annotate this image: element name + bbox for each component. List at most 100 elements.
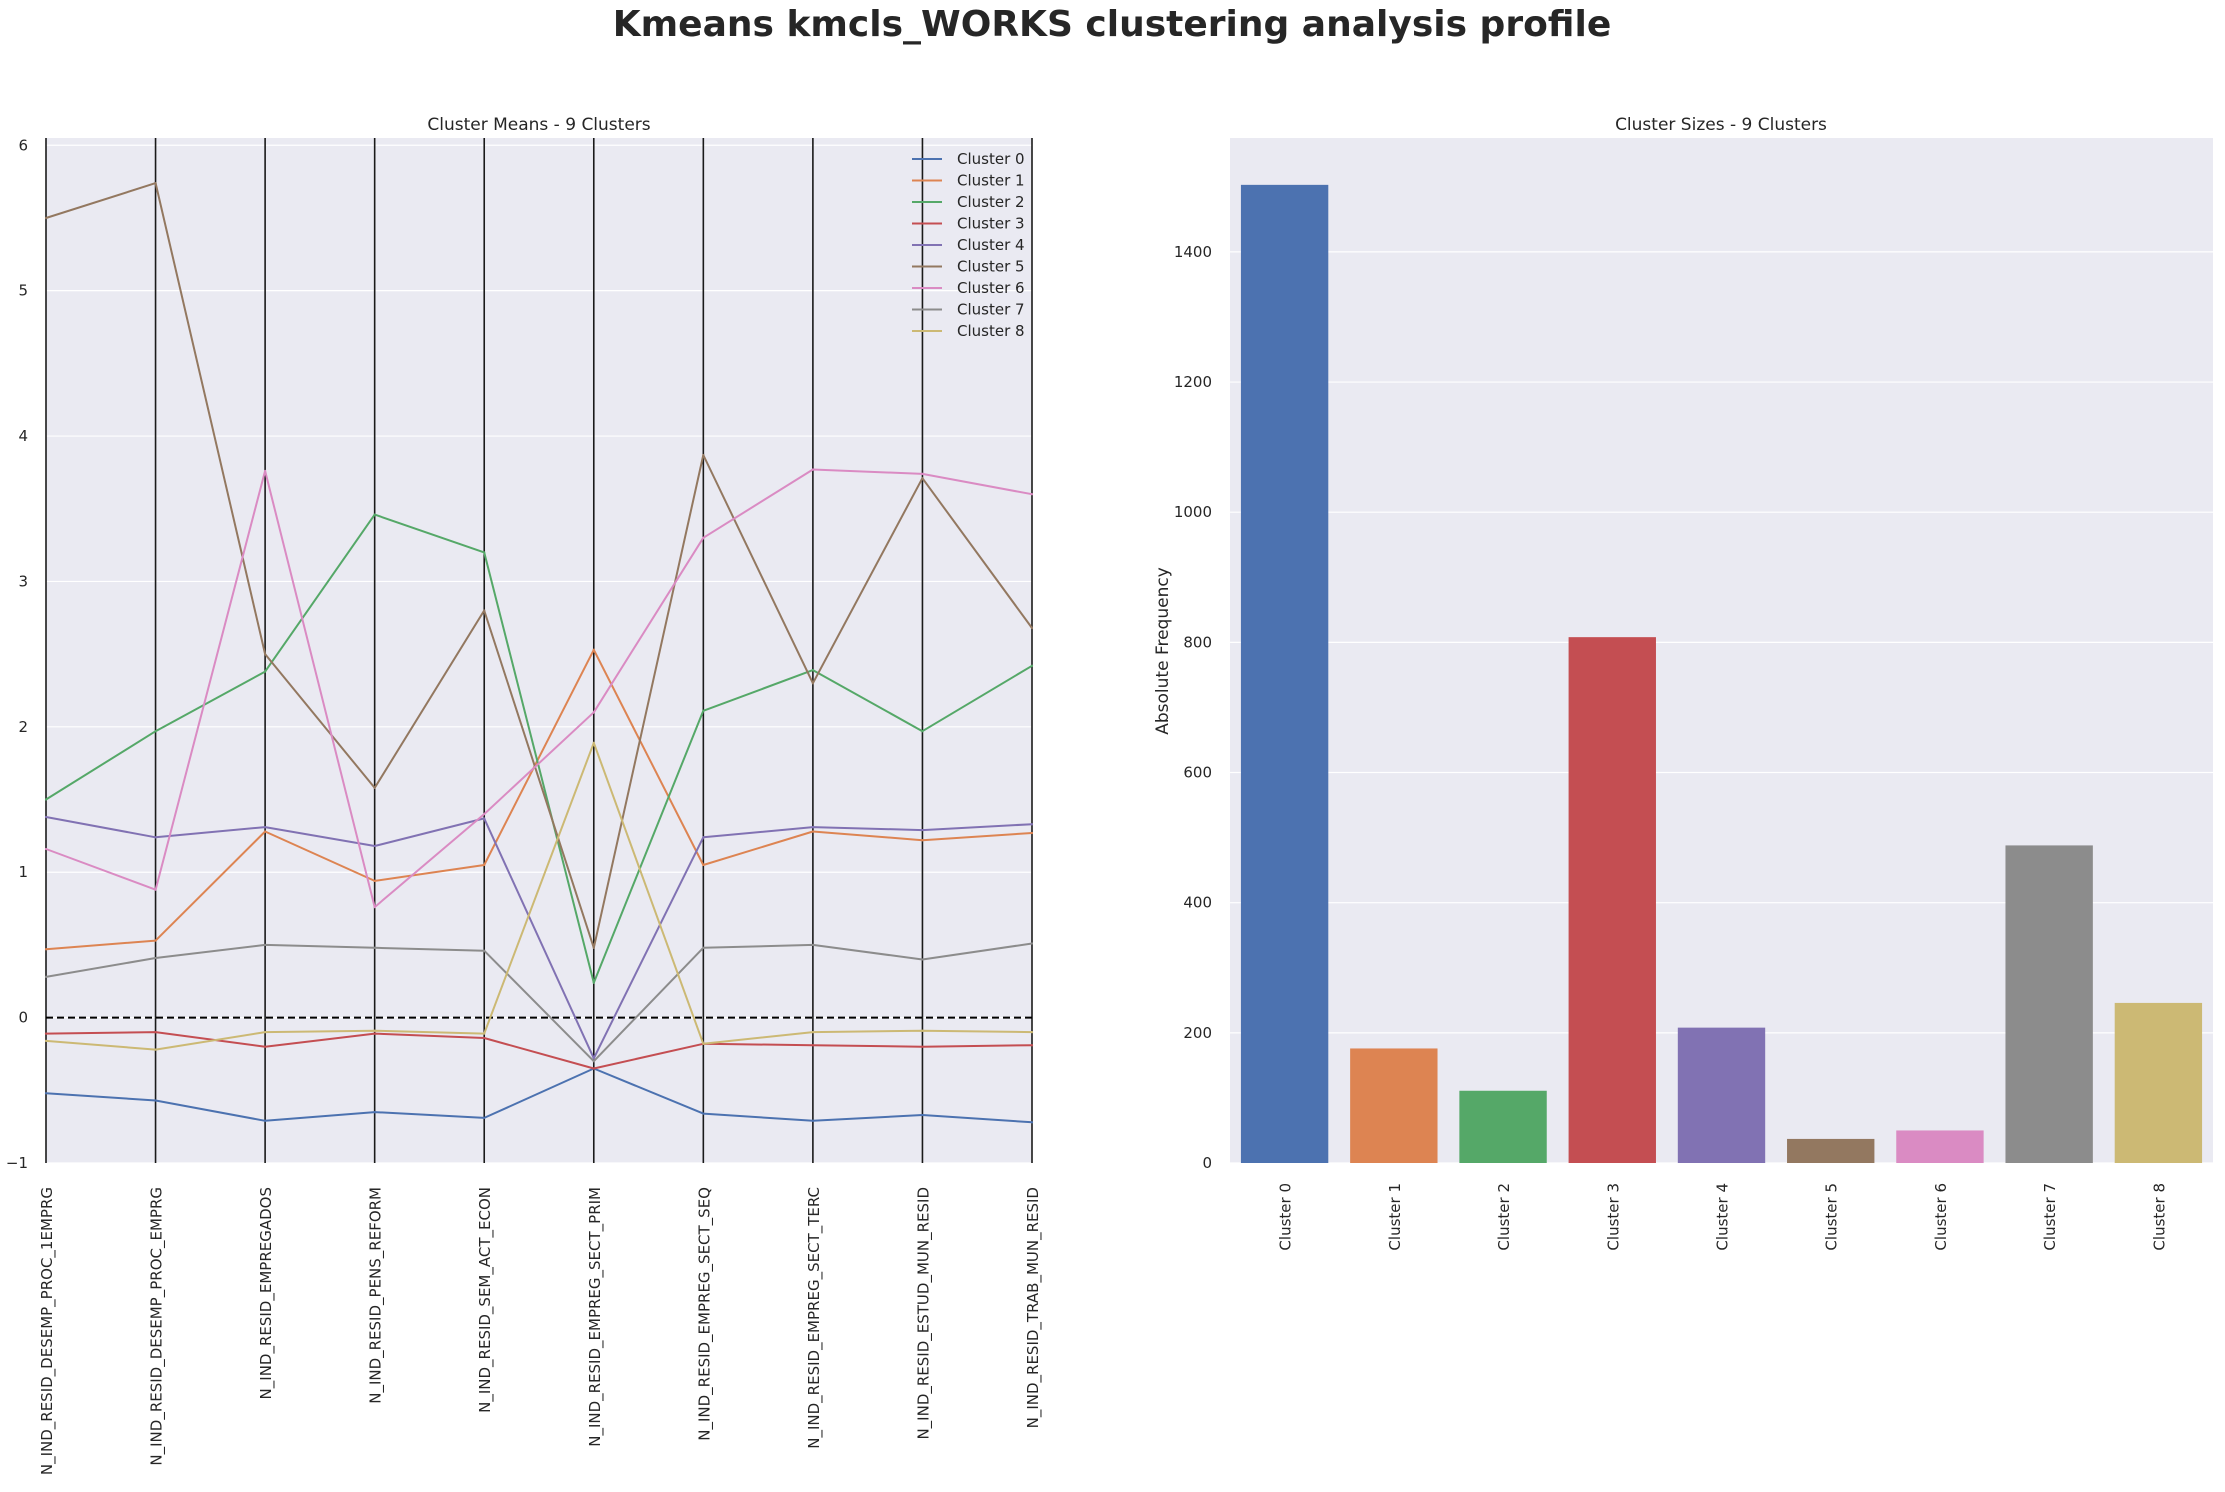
line-chart-series-1	[45, 648, 1033, 951]
line-chart-point	[373, 1032, 376, 1035]
line-chart-x-tick-label: N_IND_RESID_EMPREGADOS	[257, 1187, 276, 1399]
line-chart-point	[264, 469, 267, 473]
bar-cluster-5	[1787, 1138, 1875, 1163]
line-chart-point	[592, 946, 595, 949]
line-chart-point	[921, 1029, 924, 1032]
line-chart-point	[373, 906, 376, 909]
line-chart-point	[373, 1029, 376, 1032]
bar-chart-y-tick-label: 1400	[1174, 243, 1212, 261]
line-chart-point	[154, 939, 157, 942]
line-chart-x-tick-label: N_IND_RESID_DESEMP_PROC_1EMPRG	[38, 1187, 57, 1475]
line-chart-point	[44, 1032, 48, 1035]
line-chart-point	[1030, 493, 1034, 496]
line-chart-point	[702, 453, 705, 457]
line-chart-point	[483, 1032, 486, 1035]
line-chart-point	[264, 830, 267, 833]
bar-cluster-4	[1677, 1027, 1766, 1163]
bar-chart-x-tick-label: Cluster 4	[1714, 1183, 1732, 1251]
line-chart-point	[1030, 831, 1034, 835]
line-chart-point	[1030, 823, 1034, 826]
line-chart-point	[154, 1099, 157, 1102]
line-chart-point	[373, 844, 376, 848]
legend-label: Cluster 7	[957, 301, 1025, 319]
bar-chart-y-tick-label: 1200	[1174, 373, 1212, 391]
line-chart-point	[702, 1112, 705, 1115]
legend-label: Cluster 5	[957, 258, 1025, 276]
line-chart-point	[264, 670, 267, 673]
bar-chart-y-tick-label: 800	[1183, 633, 1212, 651]
bar-cluster-3	[1568, 637, 1656, 1163]
line-chart-point	[154, 888, 157, 891]
bar-cluster-0	[1240, 184, 1329, 1163]
line-chart-point	[1030, 942, 1034, 945]
bar-chart-x-tick-label: Cluster 7	[2041, 1183, 2059, 1251]
line-chart-point	[592, 741, 595, 744]
line-chart-plot-area	[46, 138, 1032, 1163]
bar-chart-y-tick-label: 600	[1183, 764, 1212, 782]
line-chart-y-tick-label: 4	[18, 427, 28, 445]
line-chart-y-tick-label: 2	[18, 718, 28, 736]
line-chart-x-tick-label: N_IND_RESID_ESTUD_MUN_RESID	[914, 1187, 933, 1440]
line-chart-title: Cluster Means - 9 Clusters	[427, 115, 650, 135]
line-chart-point	[44, 798, 48, 801]
line-chart-point	[811, 682, 814, 685]
line-chart-point	[483, 609, 486, 612]
line-chart-point	[592, 711, 595, 714]
line-chart-x-tick-label: N_IND_RESID_EMPREG_SECT_TERC	[805, 1187, 824, 1449]
line-chart-point	[811, 1031, 814, 1034]
line-chart-point	[921, 1045, 924, 1048]
line-chart-point	[1030, 626, 1034, 630]
line-chart-point	[811, 468, 814, 471]
line-chart-point	[264, 1045, 267, 1048]
line-chart-point	[373, 786, 376, 789]
bar-chart-title: Cluster Sizes - 9 Clusters	[1615, 115, 1827, 135]
line-chart-point	[44, 847, 48, 851]
line-chart-series-2	[45, 513, 1033, 984]
line-chart-point	[264, 943, 267, 947]
bar-chart-x-tick-label: Cluster 5	[1823, 1183, 1841, 1251]
line-chart-point	[702, 836, 705, 839]
bar-chart-x-tick-label: Cluster 3	[1604, 1183, 1622, 1251]
line-chart-y-tick-label: 3	[18, 572, 28, 590]
line-chart-point	[483, 1036, 486, 1040]
bar-chart-y-tick-label: 200	[1183, 1024, 1212, 1042]
line-chart-series-7	[45, 942, 1033, 1063]
line-chart: Cluster Means - 9 Clusters −1 0 1 2 3 4 5 6 N_I…	[6, 115, 1043, 1475]
line-chart-point	[1030, 1031, 1034, 1034]
line-chart-point	[264, 826, 267, 829]
line-chart-point	[811, 943, 814, 947]
line-chart-series-4	[45, 816, 1033, 1060]
line-chart-point	[702, 863, 705, 867]
line-chart-point	[483, 817, 486, 820]
line-chart-point	[44, 975, 48, 979]
line-chart-point	[1030, 664, 1034, 667]
line-chart-point	[811, 669, 814, 672]
bar-chart-x-tick-label: Cluster 2	[1495, 1183, 1513, 1251]
line-chart-point	[921, 477, 924, 480]
line-chart-point	[702, 536, 705, 539]
bar-cluster-2	[1459, 1090, 1547, 1163]
line-chart-point	[592, 1057, 595, 1060]
bar-chart-y-tick-labels: 0 200 400 600 800 1000 1200 1400	[1174, 243, 1212, 1172]
line-chart-point	[264, 1119, 267, 1122]
line-chart-point	[154, 1031, 157, 1034]
bar-chart-x-tick-labels: Cluster 0 Cluster 1 Cluster 2 Cluster 3 Clus…	[1277, 1183, 2169, 1251]
line-chart-point	[592, 648, 595, 651]
line-chart-point	[483, 812, 486, 816]
line-chart-point	[921, 958, 924, 961]
line-chart-point	[154, 1048, 157, 1051]
bar-chart-y-tick-label: 400	[1183, 894, 1212, 912]
bar-cluster-1	[1350, 1048, 1438, 1163]
line-chart-series-8	[45, 741, 1033, 1051]
line-chart-point	[373, 513, 376, 516]
line-chart-x-tick-label: N_IND_RESID_DESEMP_PROC_EMPRG	[148, 1187, 167, 1466]
line-chart-point	[811, 1119, 814, 1122]
line-chart-y-tick-labels: −1 0 1 2 3 4 5 6	[6, 136, 28, 1172]
line-chart-point	[154, 730, 157, 733]
line-chart-point	[483, 863, 486, 867]
bar-chart-y-tick-label: 1000	[1174, 503, 1212, 521]
line-chart-point	[373, 879, 376, 883]
line-chart-point	[811, 826, 814, 829]
line-chart-point	[154, 836, 157, 839]
